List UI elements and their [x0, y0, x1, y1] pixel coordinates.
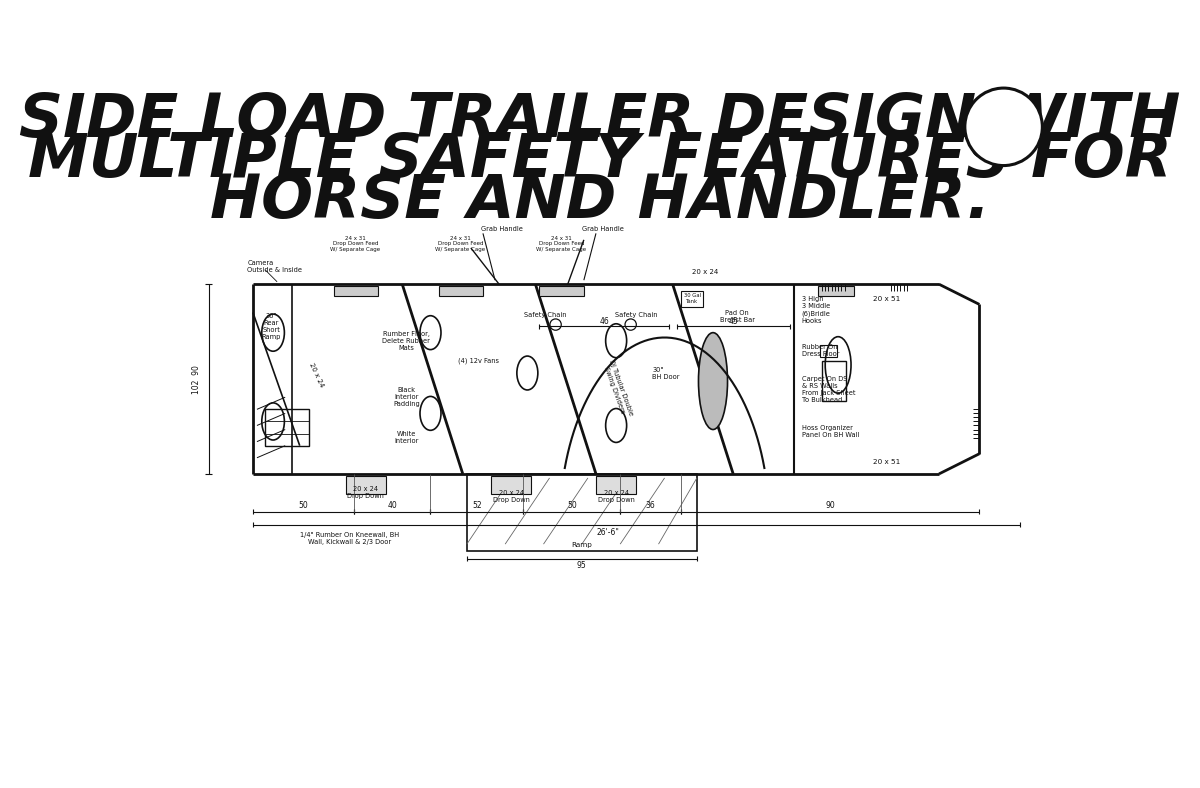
- Text: D: D: [983, 108, 1008, 137]
- Text: 20 x 24: 20 x 24: [307, 362, 324, 388]
- Text: 20 x 24
Drop Down: 20 x 24 Drop Down: [598, 490, 635, 503]
- Text: 24 x 31
Drop Down Feed
W/ Separate Cage: 24 x 31 Drop Down Feed W/ Separate Cage: [436, 236, 486, 252]
- Bar: [265, 409, 310, 446]
- Bar: [438, 286, 482, 296]
- Text: Carpet On DS
& RS Walls
From Jack Sheet
To Bulkhead: Carpet On DS & RS Walls From Jack Sheet …: [802, 376, 856, 403]
- Text: 26'-6": 26'-6": [596, 527, 619, 537]
- Text: 30"
BH Door: 30" BH Door: [653, 366, 680, 380]
- Text: SIDE LOAD TRAILER DESIGN WITH: SIDE LOAD TRAILER DESIGN WITH: [19, 91, 1181, 150]
- Text: 40: 40: [388, 501, 397, 510]
- Bar: [680, 291, 703, 307]
- Text: 36: 36: [646, 501, 655, 510]
- Text: 20 x 24
Drop Down: 20 x 24 Drop Down: [348, 486, 384, 499]
- Text: Safety Chain: Safety Chain: [524, 312, 566, 318]
- Text: Rumber Floor,
Delete Rubber
Mats: Rumber Floor, Delete Rubber Mats: [383, 331, 431, 351]
- Text: DJ Tubular Double
Swing Dividers: DJ Tubular Double Swing Dividers: [601, 359, 634, 419]
- Text: Grab Handle: Grab Handle: [582, 226, 624, 232]
- Text: 24 x 31
Drop Down Feed
W/ Separate Cage: 24 x 31 Drop Down Feed W/ Separate Cage: [330, 236, 380, 252]
- Text: 20 x 24
Drop Down: 20 x 24 Drop Down: [493, 490, 529, 503]
- Text: DOUBLE 'D': DOUBLE 'D': [979, 98, 1028, 107]
- Bar: [596, 476, 636, 494]
- Text: 50: 50: [299, 501, 308, 510]
- Text: 30 Gal
Tank: 30 Gal Tank: [684, 293, 701, 304]
- Text: 46: 46: [599, 317, 608, 326]
- Text: 45: 45: [728, 317, 738, 326]
- Text: 20 x 51: 20 x 51: [872, 459, 900, 465]
- Text: 24 x 31
Drop Down Feed
W/ Separate Cage: 24 x 31 Drop Down Feed W/ Separate Cage: [536, 236, 587, 252]
- Bar: [334, 286, 378, 296]
- Bar: [346, 476, 386, 494]
- Text: 90: 90: [826, 501, 835, 510]
- Text: 3 High
3 Middle
(6)Bridle
Hooks: 3 High 3 Middle (6)Bridle Hooks: [802, 296, 830, 324]
- Text: TRAILERS: TRAILERS: [983, 145, 1025, 154]
- Bar: [491, 476, 532, 494]
- Bar: [818, 286, 854, 296]
- Text: Hoss Organizer
Panel On BH Wall: Hoss Organizer Panel On BH Wall: [802, 426, 859, 438]
- Text: 50: 50: [566, 501, 577, 510]
- Text: Pad On
Breast Bar: Pad On Breast Bar: [720, 310, 755, 323]
- Text: (4) 12v Fans: (4) 12v Fans: [458, 358, 499, 364]
- Bar: [822, 361, 846, 401]
- Text: 20 x 24: 20 x 24: [692, 269, 718, 275]
- Text: 95: 95: [577, 561, 587, 571]
- Ellipse shape: [698, 333, 727, 429]
- Text: White
Interior: White Interior: [394, 431, 419, 444]
- Text: Black
Interior
Padding: Black Interior Padding: [392, 387, 420, 407]
- Circle shape: [965, 88, 1043, 165]
- Text: 20 x 51: 20 x 51: [872, 296, 900, 302]
- Text: 1/4" Rumber On Kneewall, BH
Wall, Kickwall & 2/3 Door: 1/4" Rumber On Kneewall, BH Wall, Kickwa…: [300, 532, 400, 545]
- Bar: [540, 286, 584, 296]
- Text: HORSE AND HANDLER.: HORSE AND HANDLER.: [210, 172, 990, 231]
- Text: MULTIPLE SAFETY FEATURES FOR: MULTIPLE SAFETY FEATURES FOR: [28, 132, 1172, 190]
- Bar: [467, 474, 697, 551]
- Text: Safety Chain: Safety Chain: [616, 312, 658, 318]
- Text: 102  90: 102 90: [192, 365, 200, 393]
- Text: Rubber On
Dress Floor: Rubber On Dress Floor: [802, 344, 839, 357]
- Text: Grab Handle: Grab Handle: [480, 226, 522, 232]
- Text: 36"
Rear
Short
Ramp: 36" Rear Short Ramp: [262, 313, 281, 340]
- Text: Camera
Outside & Inside: Camera Outside & Inside: [247, 260, 302, 273]
- Text: D: D: [998, 117, 1025, 145]
- Bar: [821, 345, 836, 357]
- Text: Ramp: Ramp: [571, 542, 593, 548]
- Text: 52: 52: [472, 501, 481, 510]
